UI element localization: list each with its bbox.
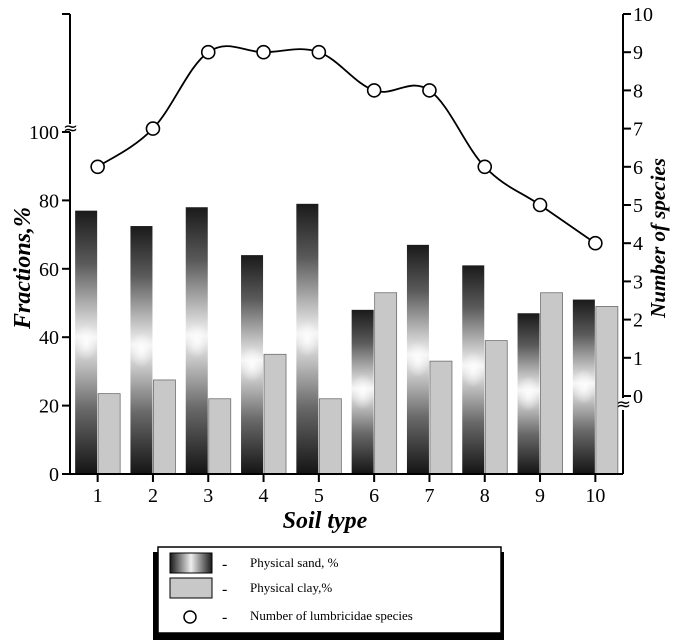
species-point-6 (366, 83, 382, 98)
bar-highlight-sand-8 (461, 351, 486, 388)
bar-physical-clay-2 (153, 379, 176, 475)
left-tick-label-80: 80 (39, 190, 59, 212)
bar-highlight-sand-2 (129, 332, 154, 369)
legend-box (157, 546, 502, 634)
right-tick-label-9: 9 (633, 42, 643, 64)
bar-highlight-sand-9 (516, 375, 541, 412)
legend-swatch-sand (169, 552, 213, 574)
x-tick-label-1: 1 (93, 485, 103, 507)
species-point-9 (532, 197, 548, 213)
right-tick-label-10: 10 (633, 4, 653, 26)
x-axis-title: Soil type (283, 508, 368, 534)
species-point-10 (588, 235, 603, 251)
right-tick-label-0: 0 (633, 386, 643, 408)
left-tick-label-40: 40 (39, 327, 59, 349)
x-tick-label-9: 9 (535, 485, 545, 507)
species-point-7 (422, 83, 437, 98)
species-point-4 (256, 44, 271, 60)
left-tick-label-60: 60 (39, 259, 59, 281)
right-tick-label-3: 3 (633, 271, 643, 293)
species-point-3 (200, 44, 216, 60)
x-tick-label-7: 7 (424, 485, 434, 507)
species-point-2 (145, 121, 161, 136)
left-tick-label-0: 0 (49, 464, 59, 486)
right-tick-label-2: 2 (633, 310, 643, 332)
bar-highlight-sand-4 (239, 346, 265, 383)
legend-label-clay: Physical clay,% (250, 580, 332, 595)
legend-swatch-clay (169, 577, 213, 599)
species-point-1 (90, 159, 105, 175)
right-tick-label-4: 4 (633, 233, 643, 255)
species-line-layer (90, 44, 603, 251)
right-axis-break-mark: ≈ (616, 394, 631, 415)
species-line (97, 45, 596, 244)
left-axis-title: Fractions,% (10, 207, 36, 330)
legend-marker-species (183, 610, 197, 624)
right-tick-label-8: 8 (633, 80, 643, 102)
x-tick-label-8: 8 (480, 485, 490, 507)
right-axis-title: Number of species (646, 158, 670, 319)
legend-label-sand: Physical sand, % (250, 555, 339, 570)
bar-physical-clay-7 (429, 360, 453, 475)
x-tick-label-4: 4 (259, 485, 269, 507)
bar-physical-clay-4 (263, 353, 287, 475)
legend-label-species: Number of lumbricidae species (250, 608, 413, 623)
left-tick-label-20: 20 (39, 396, 59, 418)
bar-physical-clay-3 (208, 398, 232, 475)
bar-physical-clay-1 (97, 393, 121, 475)
x-tick-label-6: 6 (369, 485, 379, 507)
bars-layer (74, 203, 619, 475)
bar-physical-clay-6 (374, 292, 398, 475)
left-axis-break-mark: ≈ (63, 118, 78, 139)
x-tick-label-10: 10 (585, 485, 605, 507)
species-point-5 (311, 44, 327, 60)
legend-dash-species: - (222, 609, 227, 626)
right-tick-label-5: 5 (633, 195, 643, 217)
legend: - Physical sand, % - Physical clay,% - N… (153, 546, 504, 640)
species-point-8 (477, 159, 493, 175)
bar-highlight-sand-7 (405, 341, 431, 378)
bar-highlight-sand-5 (295, 320, 320, 357)
bar-highlight-sand-6 (350, 373, 375, 410)
legend-dash-clay: - (222, 581, 227, 598)
bar-highlight-sand-10 (571, 368, 596, 405)
axis-layer: 0 20 40 60 80 100 0 1 2 3 4 5 6 7 8 9 10 1 2 3 4 5 6 7 8 9 10 (29, 4, 653, 507)
x-tick-label-3: 3 (203, 485, 213, 507)
right-tick-label-1: 1 (633, 348, 643, 370)
bar-physical-clay-10 (595, 306, 619, 475)
bar-physical-clay-9 (540, 292, 563, 475)
bar-highlight-sand-1 (74, 324, 99, 361)
left-tick-label-100: 100 (29, 122, 59, 144)
bar-highlight-sand-3 (184, 322, 209, 359)
bar-physical-clay-8 (484, 340, 508, 475)
x-tick-label-2: 2 (148, 485, 158, 507)
x-tick-label-5: 5 (314, 485, 324, 507)
right-tick-label-6: 6 (633, 157, 643, 179)
legend-dash-sand: - (222, 556, 227, 573)
right-tick-label-7: 7 (633, 119, 643, 141)
bar-physical-clay-5 (318, 398, 342, 475)
